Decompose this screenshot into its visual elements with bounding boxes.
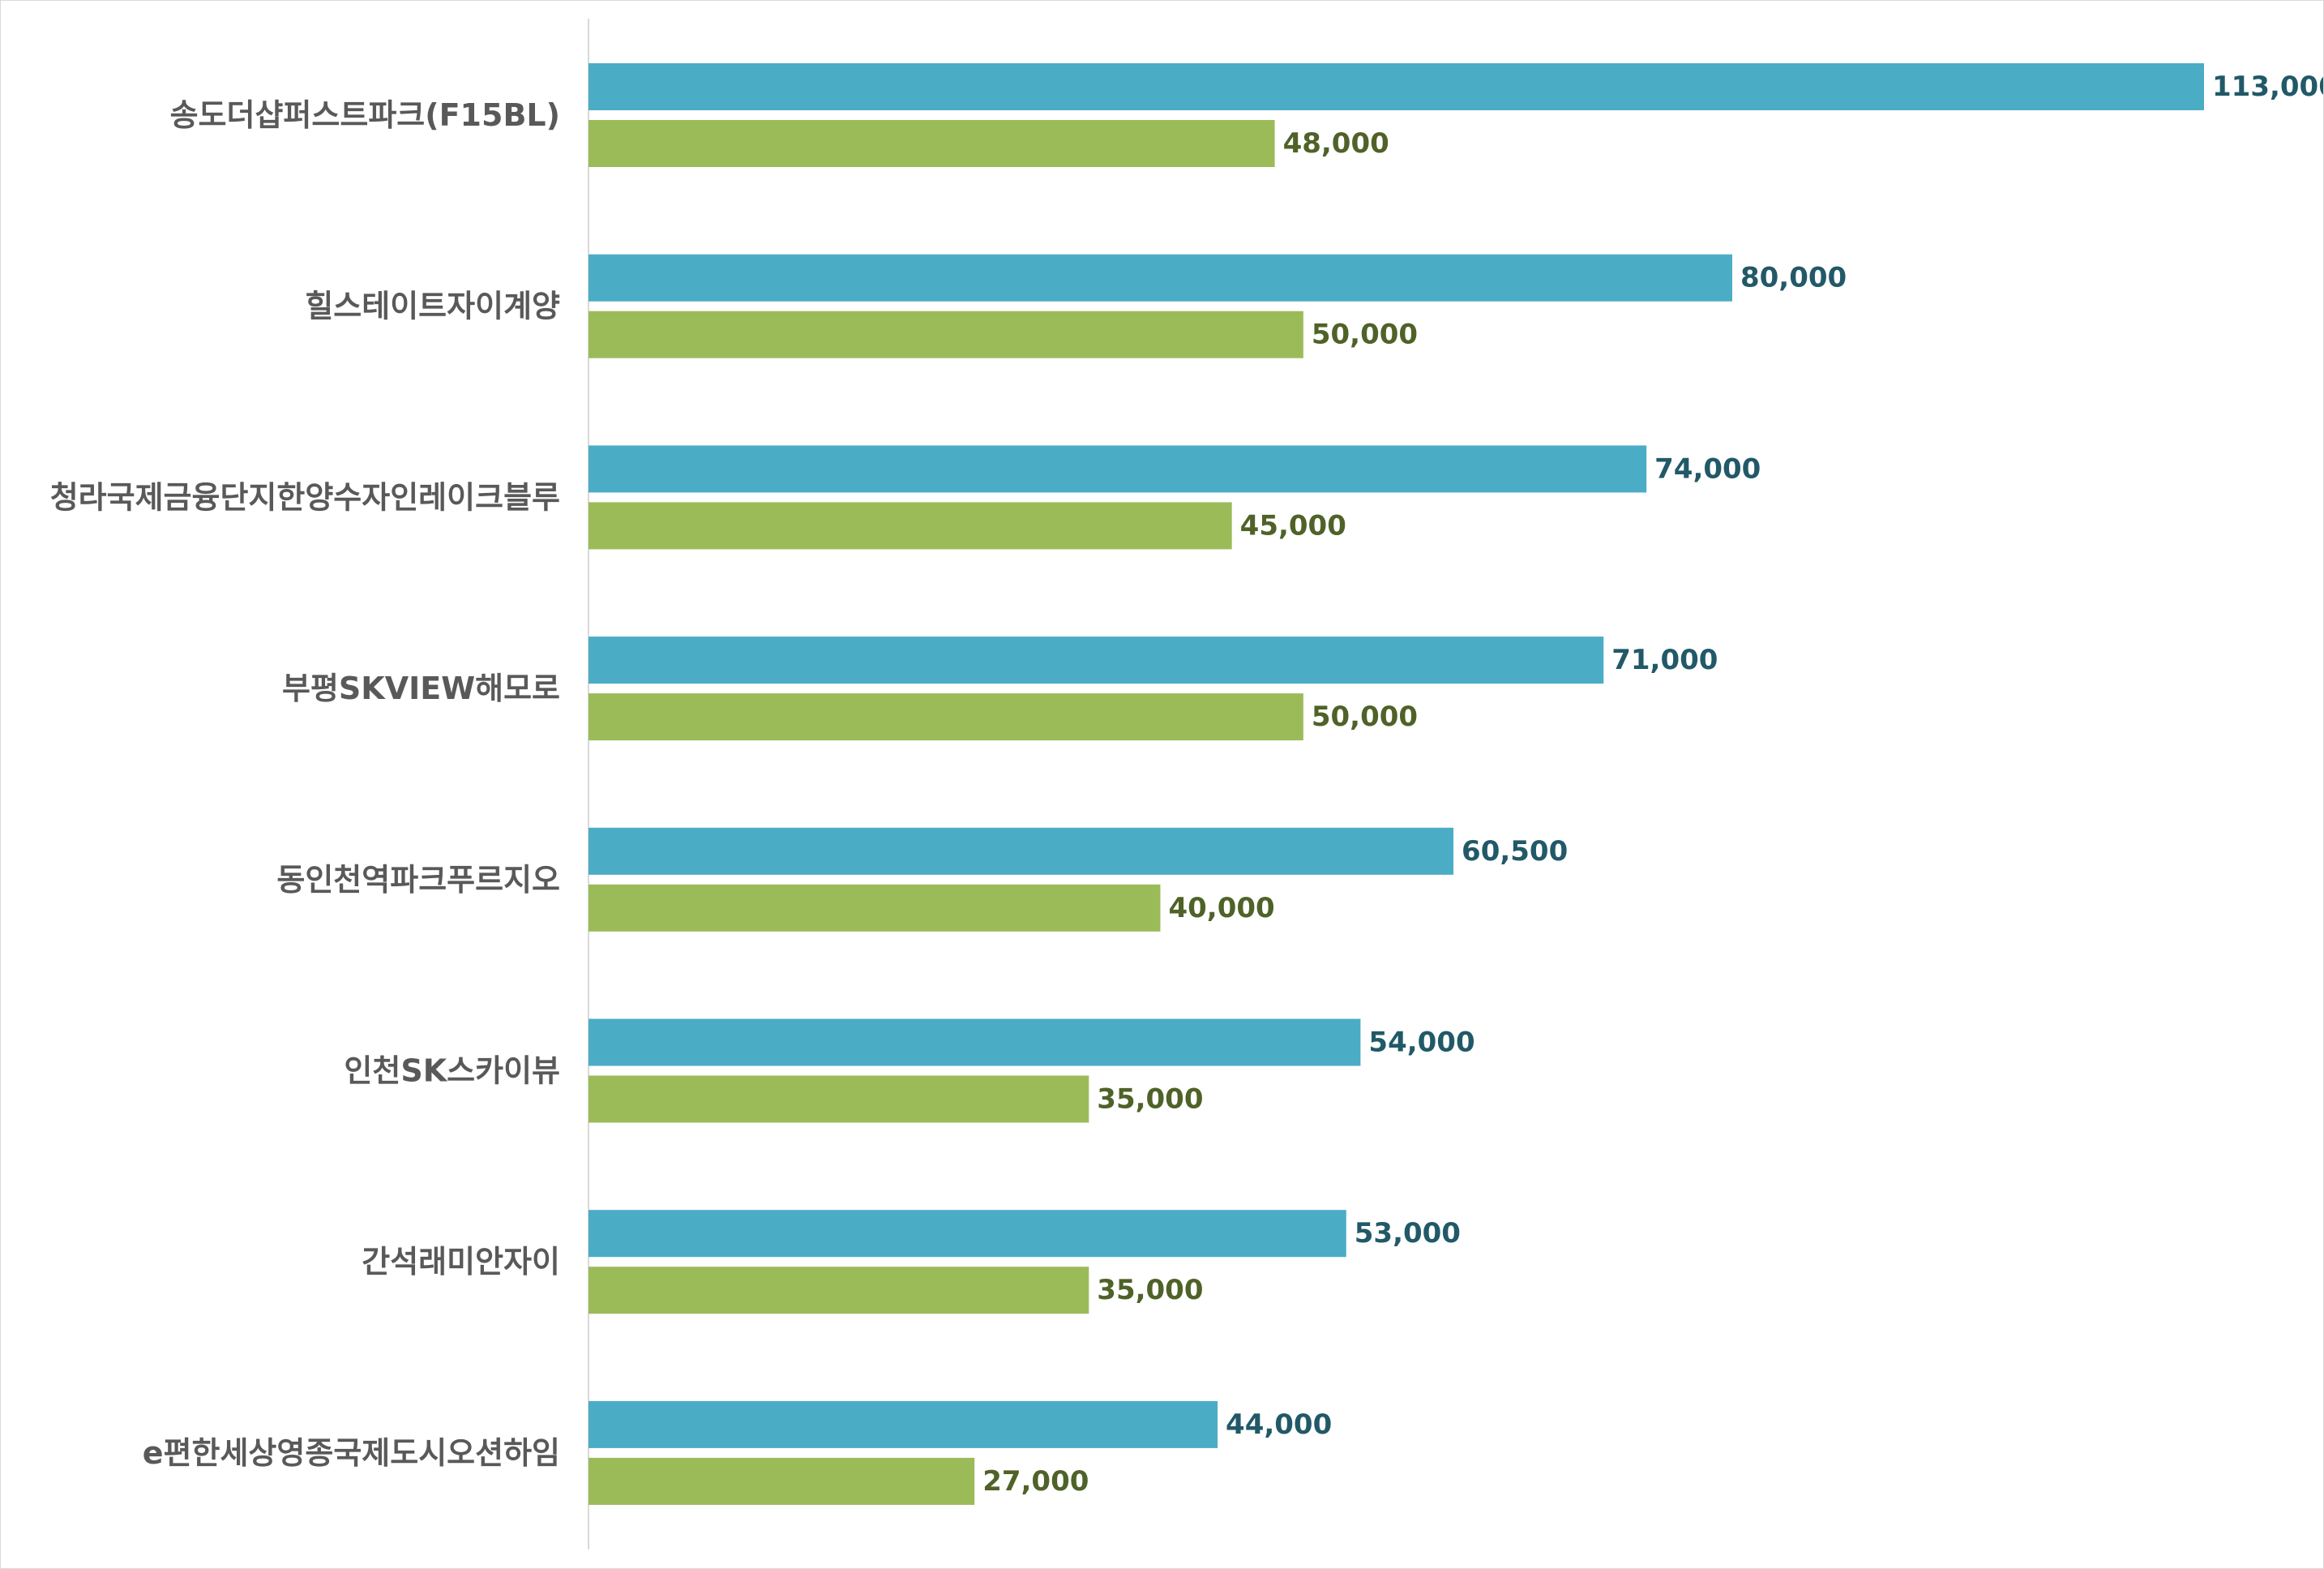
data-label-series-2-3: 45,000 xyxy=(1240,509,1346,542)
data-label-series-1-6: 54,000 xyxy=(1368,1027,1474,1059)
data-label-series-2-1: 48,000 xyxy=(1283,127,1389,160)
data-label-series-1-5: 60,500 xyxy=(1462,835,1568,868)
category-label-4: 부평SKVIEW해모로 xyxy=(282,671,560,706)
bar-series-2-3 xyxy=(588,502,1232,550)
bar-series-1-1 xyxy=(588,63,2204,110)
data-label-series-1-2: 80,000 xyxy=(1740,262,1847,294)
category-label-2: 힐스테이트자이계양 xyxy=(305,289,560,324)
data-label-series-2-6: 35,000 xyxy=(1097,1083,1203,1116)
category-label-3: 청라국제금융단지한양수자인레이크블루 xyxy=(50,479,560,515)
bar-series-1-3 xyxy=(588,445,1647,493)
data-label-series-1-3: 74,000 xyxy=(1654,452,1761,485)
bar-series-2-5 xyxy=(588,884,1161,932)
category-label-6: 인천SK스카이뷰 xyxy=(344,1053,560,1089)
bar-series-2-7 xyxy=(588,1267,1089,1314)
bar-series-1-7 xyxy=(588,1210,1346,1258)
bar-series-1-5 xyxy=(588,827,1454,875)
data-label-series-1-4: 71,000 xyxy=(1611,644,1718,676)
data-label-series-2-4: 50,000 xyxy=(1312,701,1418,733)
data-label-series-2-2: 50,000 xyxy=(1312,319,1418,351)
bar-series-1-8 xyxy=(588,1400,1218,1448)
bar-series-1-2 xyxy=(588,254,1732,302)
category-labels-group: 송도더샵퍼스트파크(F15BL) 힐스테이트자이계양청라국제금융단지한양수자인레이… xyxy=(50,97,560,1471)
bars-group xyxy=(588,63,2204,1505)
data-label-series-2-8: 27,000 xyxy=(982,1465,1089,1498)
category-label-7: 간석래미안자이 xyxy=(362,1244,560,1280)
category-label-8: e편한세상영종국제도시오션하임 xyxy=(143,1435,560,1471)
bar-series-2-6 xyxy=(588,1075,1089,1123)
data-label-series-2-5: 40,000 xyxy=(1168,892,1274,924)
bar-series-2-4 xyxy=(588,693,1303,741)
data-label-series-1-8: 44,000 xyxy=(1226,1408,1332,1441)
category-label-1: 송도더샵퍼스트파크(F15BL) xyxy=(170,97,560,133)
bar-series-2-8 xyxy=(588,1457,975,1505)
data-label-series-1-1: 113,000 xyxy=(2212,71,2323,103)
value-labels-group: 113,000 48,000 80,000 50,000 74,000 45,000 71,… xyxy=(982,71,2323,1498)
bar-series-2-2 xyxy=(588,311,1303,358)
data-label-series-2-7: 35,000 xyxy=(1097,1274,1203,1306)
bar-series-1-4 xyxy=(588,637,1604,684)
bar-series-2-1 xyxy=(588,120,1275,167)
category-label-5: 동인천역파크푸르지오 xyxy=(276,862,560,898)
bar-series-1-6 xyxy=(588,1018,1361,1066)
data-label-series-1-7: 53,000 xyxy=(1355,1217,1461,1250)
